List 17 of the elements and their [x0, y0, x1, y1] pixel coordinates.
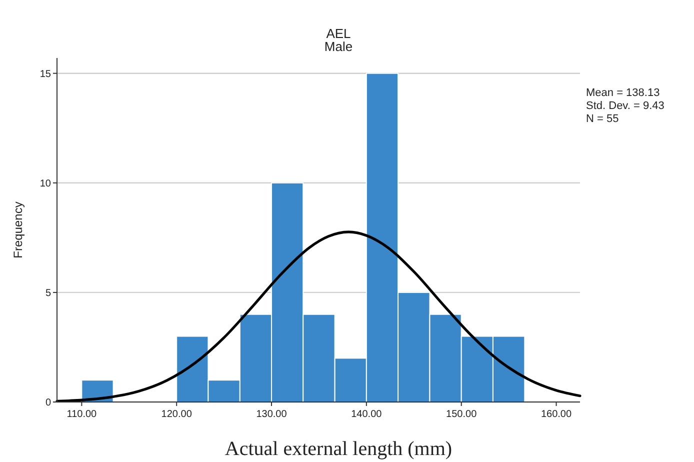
y-tick-label: 10: [40, 178, 52, 190]
text: Std. Dev. = 9.43: [586, 100, 664, 112]
y-tick-label: 15: [40, 68, 52, 80]
chart-title: AEL: [326, 26, 351, 41]
text: N = 55: [586, 113, 619, 125]
y-tick-label: 5: [45, 288, 52, 299]
text: Mean = 138.13: [586, 87, 660, 99]
x-tick-label: 140.00: [351, 409, 382, 420]
x-tick-label: 150.00: [446, 409, 478, 420]
chart-subtitle: Male: [324, 39, 353, 54]
y-axis-title: Frequency: [11, 202, 25, 258]
y-tick-label: 0: [45, 398, 52, 408]
x-tick-label: 120.00: [161, 409, 192, 420]
x-tick-label: 110.00: [66, 409, 98, 420]
x-tick-label: 160.00: [540, 409, 572, 420]
x-tick-label: 130.00: [256, 409, 288, 420]
x-axis-title: Actual external length (mm): [224, 438, 452, 460]
